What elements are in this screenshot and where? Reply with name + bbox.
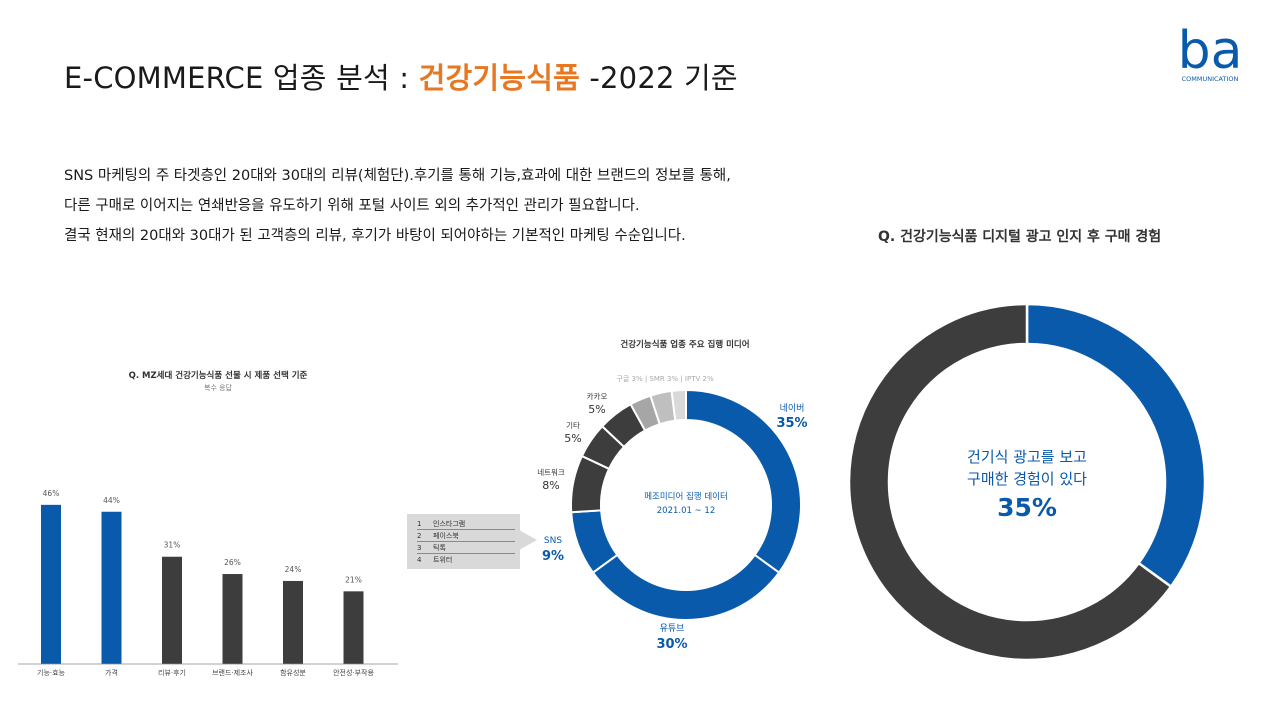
media-small-note: 구글 3% | SMR 3% | IPTV 2% [616, 375, 714, 383]
logo-subtitle: COMMUNICATION [1182, 75, 1239, 83]
bar-value-label: 46% [43, 489, 60, 498]
intro-line: SNS 마케팅의 주 타겟층인 20대와 30대의 리뷰(체험단).후기를 통해… [64, 168, 731, 184]
slice-label-network-name: 네트워크 [537, 468, 565, 477]
sns-breakdown-table: 1 인스타그램 2 페이스북 3 틱톡 4 트위터 [407, 514, 520, 569]
media-center-line2: 2021.01 ~ 12 [657, 506, 716, 516]
table-row: 1 인스타그램 [417, 520, 466, 528]
purchase-center-value: 35% [997, 493, 1057, 522]
slice-label-etc-name: 기타 [566, 421, 580, 430]
table-divider [417, 553, 515, 554]
bar-category-label: 가격 [105, 668, 118, 677]
logo-letters: ba [1178, 22, 1243, 81]
bar-category-label: 함유성분 [280, 668, 306, 677]
media-slices-group [570, 388, 802, 621]
slice-label-sns-value: 9% [542, 549, 564, 564]
bars-group: 46% 기능·효능 44% 가격 31% 리뷰·후기 26% 브랜드·제조사 24% 함유성분 21… [37, 489, 374, 677]
table-row: 4 트위터 [417, 556, 453, 564]
bar-category-label: 브랜드·제조사 [212, 668, 253, 677]
purchase-slice [1025, 302, 1207, 589]
bar-chart-title: Q. MZ세대 건강기능식품 선물 시 제품 선택 기준 [129, 370, 308, 381]
bar-chart-subtitle: 복수 응답 [204, 383, 233, 392]
intro-line: 다른 구매로 이어지는 연쇄반응을 유도하기 위해 포털 사이트 외의 추가적인… [64, 198, 640, 214]
bar-value-label: 21% [345, 575, 362, 584]
purchase-center-line1: 건기식 광고를 보고 [967, 448, 1087, 466]
bar [222, 574, 243, 664]
purchase-slices-group [847, 302, 1207, 662]
table-divider [417, 541, 515, 542]
bar-value-label: 24% [285, 565, 302, 574]
purchase-donut-chart: 건기식 광고를 보고 구매한 경험이 있다 35% [847, 302, 1207, 662]
media-center-line1: 메조미디어 집행 데이터 [644, 491, 728, 502]
bar-category-label: 기능·효능 [37, 668, 66, 677]
table-divider [417, 529, 515, 530]
page-title: E-COMMERCE 업종 분석 : 건강기능식품 -2022 기준 [64, 55, 738, 97]
bar-category-label: 리뷰·후기 [158, 668, 186, 677]
slice-label-etc-value: 5% [564, 432, 581, 445]
slice-label-naver-name: 네이버 [780, 403, 805, 414]
bar [343, 591, 364, 664]
bar [41, 504, 61, 664]
slice-label-kakao-value: 5% [588, 403, 605, 416]
right-chart-title: Q. 건강기능식품 디지털 광고 인지 후 구매 경험 [878, 229, 1162, 245]
purchase-slice [847, 302, 1173, 662]
bar-value-label: 31% [164, 541, 181, 550]
title-prefix: E-COMMERCE 업종 분석 : [64, 61, 419, 95]
slice-label-youtube-name: 유튜브 [660, 623, 685, 634]
bar [101, 511, 122, 664]
intro-line: 결국 현재의 20대와 30대가 된 고객층의 리뷰, 후기가 바탕이 되어야하… [64, 228, 686, 244]
bar-value-label: 44% [103, 496, 120, 505]
slice-label-kakao-name: 카카오 [587, 392, 608, 401]
title-suffix: -2022 기준 [579, 61, 738, 95]
bar-category-label: 안전성·부작용 [333, 668, 374, 677]
media-donut-chart: 건강기능식품 업종 주요 집행 미디어 구글 3% | SMR 3% | IPT… [537, 339, 807, 652]
bar-value-label: 26% [224, 558, 241, 567]
bar-chart: Q. MZ세대 건강기능식품 선물 시 제품 선택 기준 복수 응답 46% 기능… [18, 370, 398, 677]
bar [162, 556, 182, 664]
callout-arrow [519, 530, 537, 550]
company-logo: ba COMMUNICATION [1178, 22, 1243, 83]
bar [283, 580, 303, 664]
media-slice [591, 553, 781, 621]
table-row: 3 틱톡 [417, 544, 446, 552]
intro-paragraph: SNS 마케팅의 주 타겟층인 20대와 30대의 리뷰(체험단).후기를 통해… [64, 161, 731, 251]
media-chart-title: 건강기능식품 업종 주요 집행 미디어 [620, 339, 749, 350]
purchase-center-line2: 구매한 경험이 있다 [967, 470, 1087, 488]
title-highlight: 건강기능식품 [418, 61, 580, 95]
slice-label-network-value: 8% [542, 479, 559, 492]
slice-label-naver-value: 35% [776, 416, 807, 431]
slice-label-youtube-value: 30% [656, 637, 687, 652]
slice-label-sns-name: SNS [544, 536, 562, 546]
table-row: 2 페이스북 [417, 532, 459, 540]
media-slice [670, 388, 687, 422]
